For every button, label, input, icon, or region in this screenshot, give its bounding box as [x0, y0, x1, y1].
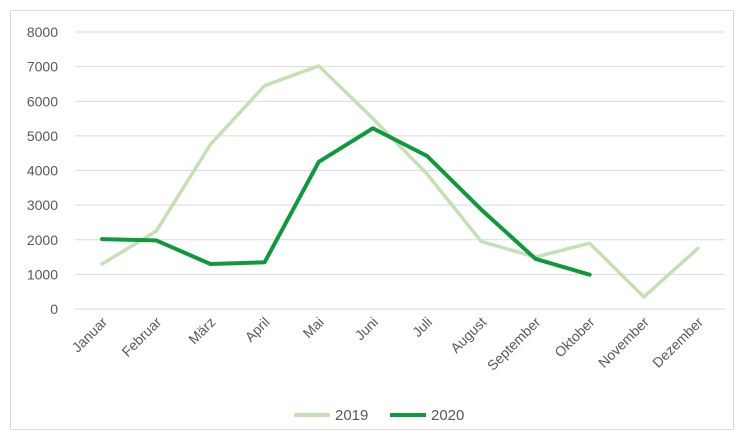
x-tick-label: April — [242, 314, 273, 345]
legend-label-2020: 2020 — [431, 407, 464, 424]
series-lines — [100, 64, 700, 299]
chart-frame — [10, 10, 734, 430]
y-tick-label: 4000 — [27, 163, 58, 179]
y-tick-label: 8000 — [27, 24, 58, 40]
x-tick-label: März — [185, 314, 218, 347]
x-tick-label: August — [447, 314, 489, 356]
x-axis-ticks: Januar Februar März April Mai Juni Juli AugustS… — [69, 314, 707, 374]
x-tick-label: Juni — [352, 314, 381, 343]
x-tick-label: Oktober — [551, 314, 598, 361]
legend: 2019 2020 — [294, 407, 464, 424]
y-tick-label: 6000 — [27, 93, 58, 109]
x-tick-label: Juli — [409, 314, 435, 340]
x-tick-label: Dezember — [649, 314, 706, 371]
series-line-2020 — [100, 126, 592, 277]
y-tick-label: 5000 — [27, 128, 58, 144]
x-tick-label: Januar — [69, 314, 111, 356]
y-tick-label: 0 — [50, 301, 58, 317]
y-tick-label: 1000 — [27, 266, 58, 282]
y-axis-ticks: 0 1000 2000 3000 4000 5000 6000 7000 8000 — [27, 24, 58, 317]
legend-label-2019: 2019 — [335, 407, 368, 424]
y-tick-label: 7000 — [27, 59, 58, 75]
x-tick-label: November — [595, 314, 652, 371]
x-tick-label: Februar — [118, 314, 164, 360]
x-tick-label: Mai — [300, 314, 327, 341]
x-tick-label: September — [484, 314, 544, 374]
gridlines — [75, 31, 725, 310]
series-line-2019 — [100, 64, 700, 299]
y-tick-label: 3000 — [27, 197, 58, 213]
y-tick-label: 2000 — [27, 232, 58, 248]
